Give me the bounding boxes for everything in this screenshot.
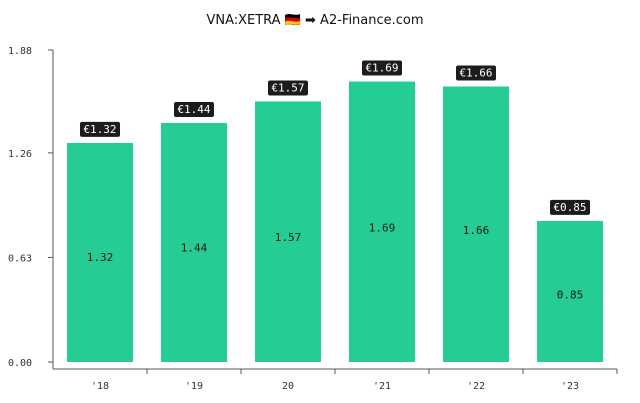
x-tick-label: '21 [373, 381, 391, 392]
value-badge-label: €1.66 [459, 67, 492, 80]
bar-value-label: 0.85 [557, 288, 584, 301]
x-tick-label: 20 [282, 381, 294, 392]
bar [349, 81, 415, 362]
y-tick-label: 0.63 [8, 253, 32, 264]
value-badge [174, 102, 214, 118]
bar-value-label: 1.66 [463, 224, 490, 237]
bar [537, 220, 603, 362]
x-tick-label: '22 [467, 381, 485, 392]
value-badge-label: €1.44 [177, 103, 210, 116]
bar-value-label: 1.57 [275, 231, 302, 244]
value-badge [268, 80, 308, 96]
value-badge [550, 199, 590, 215]
chart-title: VNA:XETRA 🇩🇪 ➡ A2-Finance.com [206, 13, 423, 28]
value-badge [80, 121, 120, 137]
value-badge [362, 60, 402, 76]
value-badge-label: €0.85 [553, 201, 586, 214]
value-badge [456, 65, 496, 81]
bars-group: 1.32 €1.32 1.44 €1.44 1.57 €1.57 1.69 €1.69 1.66… [67, 60, 603, 363]
bar [67, 142, 133, 362]
bar-value-label: 1.44 [181, 241, 208, 254]
bar [443, 86, 509, 363]
y-tick-label: 1.26 [8, 149, 32, 160]
bar-value-label: 1.69 [369, 221, 396, 234]
bar-value-label: 1.32 [87, 251, 114, 264]
value-badge-label: €1.32 [83, 123, 116, 136]
y-tick-label: 1.88 [8, 46, 32, 57]
x-tick-label: '18 [91, 381, 109, 392]
chart-axes: 0.00 0.63 1.26 1.88 '18 '19 20 '21 '22 '23 [8, 46, 618, 392]
bar [161, 123, 227, 363]
bar [255, 101, 321, 362]
value-badge-label: €1.69 [365, 62, 398, 75]
value-badge-label: €1.57 [271, 81, 304, 94]
x-tick-label: '23 [561, 381, 579, 392]
x-tick-label: '19 [185, 381, 203, 392]
y-tick-label: 0.00 [8, 358, 32, 369]
